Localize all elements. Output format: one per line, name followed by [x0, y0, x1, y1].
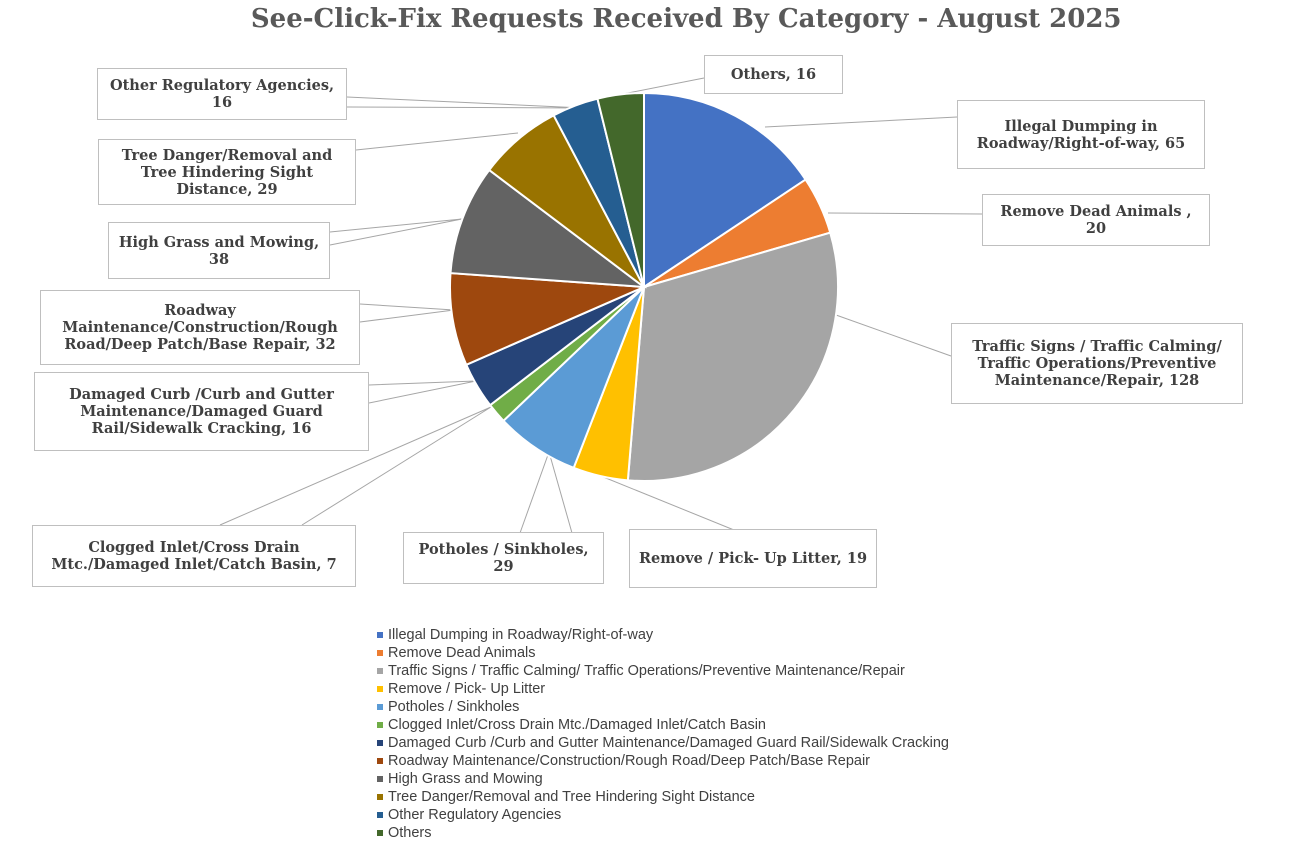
legend-item: Other Regulatory Agencies	[377, 806, 949, 824]
legend-item: Others	[377, 824, 949, 842]
data-label-4: Remove / Pick- Up Litter, 19	[629, 529, 877, 588]
data-label-text: Others, 16	[730, 66, 817, 83]
pie-slices	[449, 91, 839, 482]
data-label-6: Clogged Inlet/Cross Drain Mtc./Damaged I…	[32, 525, 356, 587]
leader-line-11	[346, 96, 584, 109]
legend-swatch	[377, 632, 383, 638]
legend-label: Potholes / Sinkholes	[388, 699, 520, 715]
legend-item: Clogged Inlet/Cross Drain Mtc./Damaged I…	[377, 716, 949, 734]
legend-label: Illegal Dumping in Roadway/Right-of-way	[388, 627, 654, 643]
legend-label: Other Regulatory Agencies	[388, 807, 562, 823]
leader-line-3	[835, 314, 952, 357]
leader-line-8	[359, 303, 455, 323]
pie-slice-12	[596, 91, 645, 288]
legend-swatch	[377, 668, 383, 674]
legend-label: Remove / Pick- Up Litter	[388, 681, 546, 697]
data-label-text: High Grass and Mowing, 38	[118, 233, 320, 268]
legend-item: Damaged Curb /Curb and Gutter Maintenanc…	[377, 734, 949, 752]
pie-slice-9	[449, 168, 648, 289]
legend-label: Remove Dead Animals	[388, 645, 536, 661]
leader-line-9	[329, 218, 463, 246]
legend-swatch	[377, 776, 383, 782]
data-label-10: Tree Danger/Removal and Tree Hindering S…	[98, 139, 356, 205]
data-label-3: Traffic Signs / Traffic Calming/ Traffic…	[951, 323, 1243, 404]
legend-swatch	[377, 704, 383, 710]
leader-line-12	[622, 77, 705, 95]
data-label-text: Remove / Pick- Up Litter, 19	[638, 550, 868, 567]
legend-item: Potholes / Sinkholes	[377, 698, 949, 716]
legend: Illegal Dumping in Roadway/Right-of-way R…	[377, 626, 949, 842]
legend-label: Others	[388, 825, 432, 841]
legend-label: Tree Danger/Removal and Tree Hindering S…	[388, 789, 755, 805]
legend-swatch	[377, 794, 383, 800]
pie-slice-8	[449, 271, 645, 367]
legend-label: Damaged Curb /Curb and Gutter Maintenanc…	[388, 735, 949, 751]
data-label-text: Clogged Inlet/Cross Drain Mtc./Damaged I…	[51, 539, 337, 573]
data-label-text: Tree Danger/Removal and Tree Hindering S…	[121, 146, 333, 198]
legend-item: Illegal Dumping in Roadway/Right-of-way	[377, 626, 949, 644]
legend-swatch	[377, 830, 383, 836]
data-label-text: Illegal Dumping in Roadway/Right-of-way,…	[976, 117, 1186, 152]
chart-title: See-Click-Fix Requests Received By Categ…	[250, 4, 1122, 34]
pie-slice-1	[643, 91, 807, 289]
data-label-8: Roadway Maintenance/Construction/Rough R…	[40, 290, 360, 365]
data-label-2: Remove Dead Animals , 20	[982, 194, 1210, 246]
leader-line-4	[595, 473, 735, 531]
data-label-1: Illegal Dumping in Roadway/Right-of-way,…	[957, 100, 1205, 169]
legend-label: Clogged Inlet/Cross Drain Mtc./Damaged I…	[388, 717, 766, 733]
pie-slice-3	[626, 231, 839, 482]
legend-label: Roadway Maintenance/Construction/Rough R…	[388, 753, 871, 769]
legend-item: Roadway Maintenance/Construction/Rough R…	[377, 752, 949, 770]
legend-swatch	[377, 740, 383, 746]
data-label-text: Potholes / Sinkholes, 29	[418, 541, 589, 575]
legend-item: Remove Dead Animals	[377, 644, 949, 662]
legend-swatch	[377, 686, 383, 692]
data-label-5: Potholes / Sinkholes, 29	[403, 532, 604, 584]
legend-swatch	[377, 650, 383, 656]
legend-swatch	[377, 758, 383, 764]
leader-line-7	[368, 380, 477, 404]
data-label-12: Others, 16	[704, 55, 843, 94]
data-label-text: Other Regulatory Agencies, 16	[109, 77, 335, 111]
legend-item: Remove / Pick- Up Litter	[377, 680, 949, 698]
legend-item: High Grass and Mowing	[377, 770, 949, 788]
leader-line-10	[355, 132, 519, 151]
legend-item: Traffic Signs / Traffic Calming/ Traffic…	[377, 662, 949, 680]
leader-line-2	[827, 212, 983, 215]
leader-line-1	[764, 116, 958, 128]
data-label-text: Damaged Curb /Curb and Gutter Maintenanc…	[69, 386, 334, 437]
data-label-text: Remove Dead Animals , 20	[1000, 203, 1192, 237]
data-label-text: Traffic Signs / Traffic Calming/ Traffic…	[972, 338, 1222, 389]
data-label-text: Roadway Maintenance/Construction/Rough R…	[62, 302, 338, 353]
data-label-9: High Grass and Mowing, 38	[108, 222, 330, 279]
legend-item: Tree Danger/Removal and Tree Hindering S…	[377, 788, 949, 806]
data-label-7: Damaged Curb /Curb and Gutter Maintenanc…	[34, 372, 369, 451]
legend-label: Traffic Signs / Traffic Calming/ Traffic…	[388, 663, 905, 679]
legend-swatch	[377, 812, 383, 818]
legend-label: High Grass and Mowing	[388, 771, 543, 787]
legend-swatch	[377, 722, 383, 728]
data-label-11: Other Regulatory Agencies, 16	[97, 68, 347, 120]
